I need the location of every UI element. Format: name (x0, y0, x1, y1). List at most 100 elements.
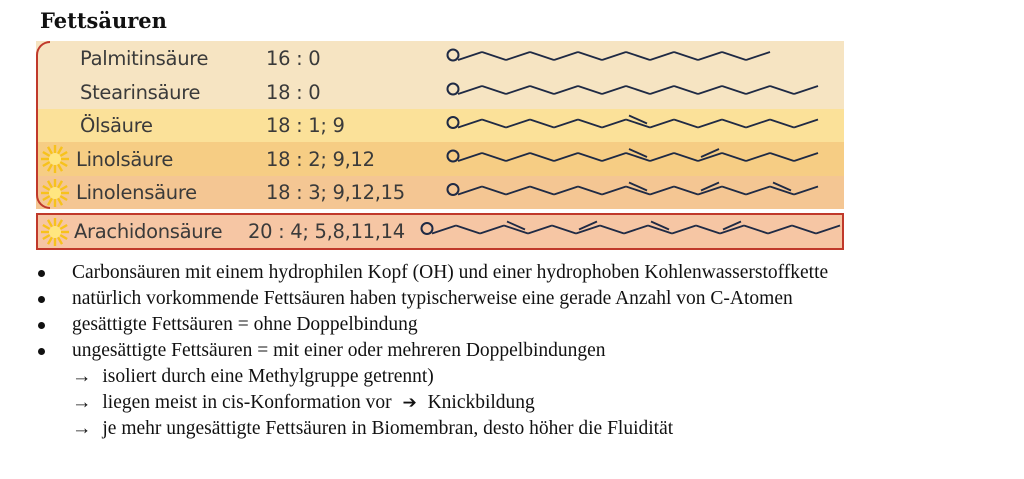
carbon-bond (649, 152, 675, 162)
carbon-bond (673, 85, 699, 95)
carbon-bond (577, 118, 603, 129)
bullet-dot-icon (38, 270, 45, 277)
carbon-bond (505, 152, 531, 162)
carbon-bond (719, 224, 745, 235)
sun-ray (59, 184, 68, 191)
carbon-bond (505, 185, 531, 196)
sun-ray (46, 236, 54, 245)
sun-ray (42, 223, 51, 230)
double-bond (578, 220, 598, 231)
carbon-bond (793, 85, 819, 95)
fatty-acid-name: Linolensäure (76, 181, 197, 204)
carbon-bond (505, 85, 531, 95)
carbon-bond (529, 51, 555, 61)
fatty-acid-name: Linolsäure (76, 147, 174, 171)
fatty-acid-notation: 18 : 2; 9,12 (266, 147, 375, 171)
carbon-bond (695, 224, 721, 235)
carbon-bond (721, 118, 747, 129)
carbon-bond (505, 118, 531, 129)
sub-point: → liegen meist in cis-Konformation vor ➔… (72, 392, 535, 414)
carbon-bond (577, 85, 603, 95)
carbon-bond (697, 85, 723, 95)
carbon-bond (743, 224, 769, 235)
sun-ray (42, 233, 51, 240)
fatty-acid-row-linolsaeure: Linolsäure 18 : 2; 9,12 (36, 142, 844, 176)
carbon-bond (479, 224, 505, 235)
carbon-bond (457, 85, 483, 95)
carbon-bond (673, 152, 699, 162)
carbon-bond (481, 85, 507, 95)
carbon-bond (457, 51, 483, 61)
fatty-acid-notation: 16 : 0 (266, 46, 321, 70)
sun-ray (42, 160, 51, 168)
carbon-bond (553, 51, 579, 61)
bullet-dot-icon (38, 322, 45, 329)
carbon-bond (649, 118, 675, 129)
carbon-chain-icon (446, 148, 819, 163)
carbon-bond (431, 224, 457, 235)
carbon-bond (673, 51, 699, 61)
carbon-bond (551, 224, 577, 235)
sub-point-text: liegen meist in cis-Konformation vor (102, 392, 392, 413)
list-item-text: natürlich vorkommende Fettsäuren haben t… (72, 288, 793, 309)
carbon-chain-icon (446, 114, 819, 129)
carbon-bond (791, 224, 817, 235)
fatty-acid-row-palmitinsaeure: Palmitinsäure 16 : 0 (36, 41, 844, 75)
carbon-bond (647, 224, 673, 235)
carboxyl-head-icon (446, 183, 460, 196)
double-bond (722, 220, 742, 231)
double-bond (628, 148, 648, 158)
fatty-acid-name: Palmitinsäure (80, 46, 209, 70)
carbon-bond (527, 224, 553, 235)
list-item: Carbonsäuren mit einem hydrophilen Kopf … (38, 262, 828, 284)
carbon-bond (623, 224, 649, 235)
carbon-bond (745, 51, 771, 61)
carbon-bond (481, 118, 507, 129)
sun-ray (46, 146, 54, 155)
fatty-acid-row-linolensaeure: Linolensäure 18 : 3; 9,12,15 (36, 176, 844, 209)
carbon-bond (601, 85, 627, 95)
carbon-bond (721, 185, 747, 196)
list-item-text: gesättigte Fettsäuren = ohne Doppelbindu… (72, 314, 418, 335)
sun-ray (42, 150, 51, 158)
carbon-bond (769, 152, 795, 162)
sun-ray (59, 233, 68, 240)
carbon-bond (721, 85, 747, 95)
carbon-bond (529, 85, 555, 95)
carbon-bond (649, 51, 675, 61)
bold-arrow-icon: ➔ (402, 393, 417, 413)
double-bond (700, 181, 720, 192)
carbon-bond (553, 185, 579, 196)
carbon-bond (649, 185, 675, 196)
sun-ray (56, 179, 64, 188)
carbon-chain-icon (446, 82, 819, 96)
carboxyl-head-icon (446, 82, 460, 96)
sun-ray (46, 163, 54, 172)
double-bond (772, 181, 792, 192)
carbon-bond (697, 185, 723, 196)
sub-point: → je mehr ungesättigte Fettsäuren in Bio… (72, 418, 673, 440)
double-bond (628, 181, 648, 192)
carbon-bond (769, 118, 795, 129)
fatty-acid-row-arachidonsaeure: Arachidonsäure 20 : 4; 5,8,11,14 (36, 213, 844, 250)
fatty-acid-notation: 18 : 1; 9 (266, 114, 345, 137)
carbon-bond (745, 152, 771, 162)
carbon-bond (625, 118, 651, 129)
carbon-bond (599, 224, 625, 235)
carbon-bond (601, 185, 627, 196)
fatty-acid-table: Palmitinsäure 16 : 0 Stearinsäure 18 : 0… (36, 41, 844, 252)
carbon-bond (503, 224, 529, 235)
sun-ray (56, 197, 64, 206)
sun-icon (41, 217, 69, 246)
carbon-bond (553, 118, 579, 129)
fatty-acid-notation: 20 : 4; 5,8,11,14 (248, 220, 405, 243)
carbon-bond (553, 152, 579, 162)
carbon-bond (793, 118, 819, 129)
bullet-dot-icon (38, 348, 45, 355)
carbon-chain-icon (446, 181, 819, 196)
carbon-bond (673, 185, 699, 196)
carbon-bond (601, 51, 627, 61)
sub-point-text: je mehr ungesättigte Fettsäuren in Biome… (102, 418, 674, 439)
carbon-bond (745, 118, 771, 129)
sun-ray (59, 223, 68, 230)
